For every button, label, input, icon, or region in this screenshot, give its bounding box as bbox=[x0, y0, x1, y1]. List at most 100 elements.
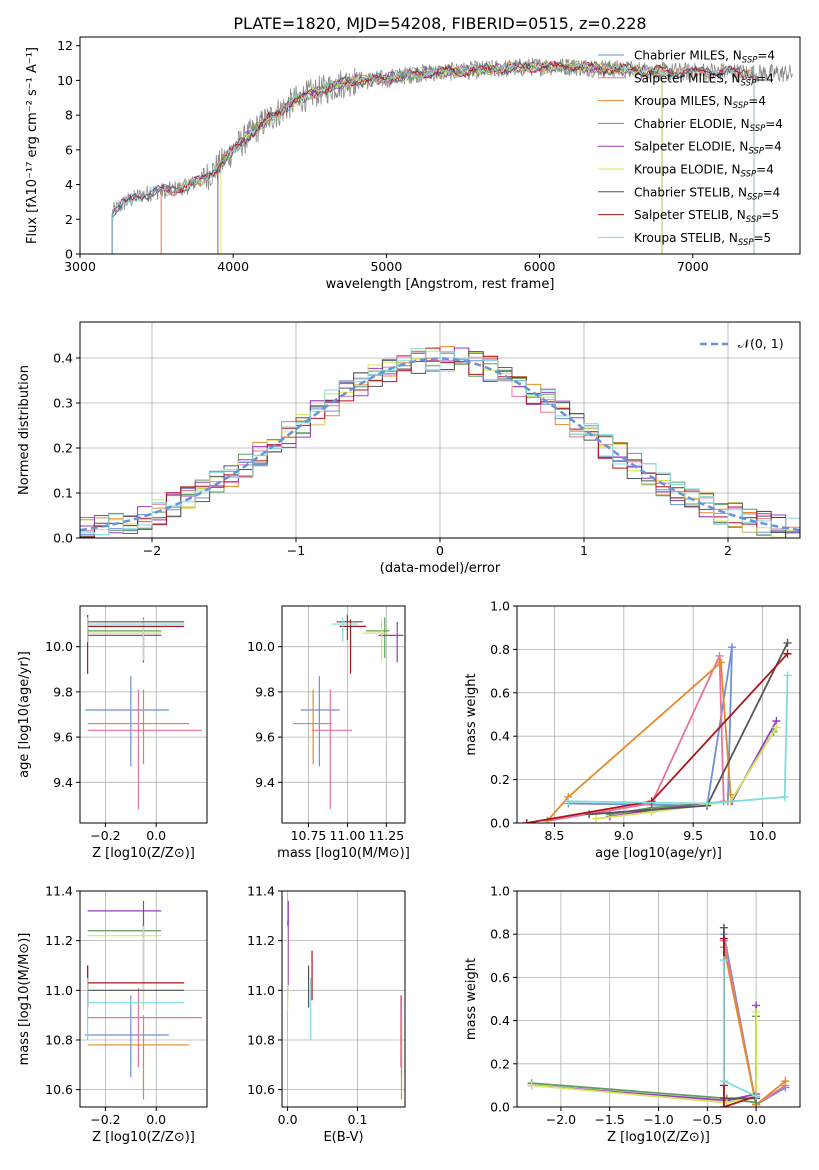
x-tick-label: 0.0 bbox=[146, 828, 166, 843]
y-axis-label: mass weight bbox=[464, 958, 479, 1040]
legend-label: Kroupa MILES, NSSP=4 bbox=[634, 94, 766, 111]
chart-weight-vs-age: 8.5 9.0 9.5 10.0 0.0 0.2 0.4 0.6 0.8 1.0 age [log1… bbox=[464, 599, 801, 861]
weight-marker bbox=[715, 651, 724, 660]
weight-marker bbox=[783, 671, 792, 680]
x-tick-label: 0.0 bbox=[146, 1112, 166, 1127]
x-tick-label: −0.2 bbox=[90, 828, 120, 843]
y-tick-label: 0.4 bbox=[490, 1013, 510, 1028]
y-tick-label: 0.2 bbox=[53, 441, 73, 456]
x-axis-label: wavelength [Angstrom, rest frame] bbox=[326, 277, 555, 292]
weight-marker bbox=[719, 1103, 728, 1107]
y-tick-label: 10.6 bbox=[247, 1082, 275, 1097]
x-tick-label: 0.0 bbox=[746, 1112, 766, 1127]
weight-marker bbox=[527, 1081, 536, 1090]
chart-mass-vs-ebv: 0.0 0.1 10.6 10.8 11.0 11.2 11.4 E(B-V) bbox=[247, 884, 406, 1145]
normal-curve bbox=[80, 357, 800, 532]
y-tick-label: 0.0 bbox=[490, 1100, 510, 1115]
y-axis-label: mass weight bbox=[464, 673, 479, 755]
y-tick-label: 11.2 bbox=[247, 933, 275, 948]
weight-marker bbox=[522, 819, 531, 823]
x-tick-label: 5000 bbox=[370, 259, 402, 274]
weight-line bbox=[546, 660, 732, 822]
plot-area bbox=[527, 923, 790, 1107]
x-tick-label: 11.00 bbox=[329, 828, 365, 843]
plot-area bbox=[286, 900, 403, 1100]
axes-frame bbox=[79, 890, 208, 1108]
y-tick-label: 0.2 bbox=[490, 772, 510, 787]
x-tick-label: 7000 bbox=[677, 259, 709, 274]
weight-marker bbox=[719, 923, 728, 932]
legend-label: Chabrier STELIB, NSSP=4 bbox=[634, 185, 780, 202]
weight-marker bbox=[719, 1077, 728, 1086]
legend-label: Kroupa STELIB, NSSP=5 bbox=[634, 231, 771, 248]
y-tick-label: 0.4 bbox=[53, 351, 73, 366]
legend-label: Kroupa ELODIE, NSSP=4 bbox=[634, 163, 774, 180]
x-axis-label: age [log10(age/yr)] bbox=[595, 846, 722, 861]
x-axis-label: Z [log10(Z/Z⊙)] bbox=[92, 846, 195, 861]
x-tick-label: −1.5 bbox=[595, 1112, 625, 1127]
weight-marker bbox=[716, 658, 725, 667]
figure-title: PLATE=1820, MJD=54208, FIBERID=0515, z=0… bbox=[233, 14, 646, 33]
y-tick-label: 0.4 bbox=[490, 729, 510, 744]
y-tick-label: 0.0 bbox=[53, 531, 73, 546]
x-tick-label: 9.5 bbox=[683, 828, 703, 843]
x-tick-label: 0.0 bbox=[278, 1112, 298, 1127]
y-tick-label: 0 bbox=[65, 247, 73, 262]
weight-marker bbox=[783, 649, 792, 658]
x-tick-label: −2.0 bbox=[546, 1112, 576, 1127]
y-tick-label: 0.8 bbox=[490, 927, 510, 942]
weight-marker bbox=[703, 799, 712, 808]
y-tick-label: 0.6 bbox=[490, 970, 510, 985]
y-tick-label: 10.0 bbox=[45, 639, 73, 654]
y-tick-label: 4 bbox=[65, 177, 73, 192]
weight-marker bbox=[719, 934, 728, 943]
y-tick-label: 0.8 bbox=[490, 642, 510, 657]
weight-marker bbox=[781, 1077, 790, 1086]
y-tick-label: 9.4 bbox=[53, 775, 73, 790]
x-axis-label: E(B-V) bbox=[323, 1130, 363, 1145]
legend-label: Salpeter ELODIE, NSSP=4 bbox=[634, 140, 782, 157]
chart-spectrum: Chabrier MILES, NSSP=4 Salpeter MILES, NS… bbox=[25, 36, 801, 292]
legend-label-normal: 𝒩(0, 1) bbox=[738, 336, 784, 351]
y-tick-label: 9.8 bbox=[255, 684, 275, 699]
weight-marker bbox=[780, 792, 789, 801]
y-tick-label: 10.6 bbox=[45, 1082, 73, 1097]
plot-area bbox=[85, 900, 202, 1100]
weight-line bbox=[609, 720, 778, 818]
y-tick-label: 10 bbox=[57, 73, 73, 88]
chart-age-vs-metallicity: −0.2 0.0 9.4 9.6 9.8 10.0 Z [log10(Z/Z⊙)] age [… bbox=[17, 605, 208, 861]
y-tick-label: 1.0 bbox=[490, 599, 510, 614]
y-tick-label: 0.6 bbox=[490, 685, 510, 700]
x-tick-label: 8.5 bbox=[545, 828, 565, 843]
plot-area bbox=[85, 615, 202, 810]
plot-area bbox=[522, 638, 792, 823]
x-tick-label: −0.2 bbox=[90, 1112, 120, 1127]
axes-frame bbox=[281, 605, 406, 824]
y-tick-label: 11.4 bbox=[247, 884, 275, 899]
plot-area bbox=[292, 615, 404, 810]
chart-mass-vs-metallicity: −0.2 0.0 10.6 10.8 11.0 11.2 11.4 Z [log10(Z/Z⊙… bbox=[17, 884, 208, 1145]
y-axis-label: Normed distribution bbox=[17, 365, 32, 495]
y-tick-label: 11.4 bbox=[45, 884, 73, 899]
weight-marker bbox=[772, 723, 781, 732]
y-tick-label: 0.3 bbox=[53, 396, 73, 411]
x-tick-label: 0 bbox=[436, 543, 444, 558]
x-tick-label: 2 bbox=[724, 543, 732, 558]
residual-histogram-step bbox=[80, 348, 800, 536]
y-tick-label: 10.0 bbox=[247, 639, 275, 654]
plot-area bbox=[111, 57, 793, 254]
y-tick-label: 11.2 bbox=[45, 933, 73, 948]
x-tick-label: 11.25 bbox=[368, 828, 404, 843]
y-tick-label: 2 bbox=[65, 212, 73, 227]
plot-area bbox=[80, 346, 800, 538]
y-tick-label: 9.8 bbox=[53, 684, 73, 699]
weight-marker bbox=[543, 816, 552, 823]
x-tick-label: 1 bbox=[580, 543, 588, 558]
x-axis-label: (data-model)/error bbox=[380, 561, 501, 576]
legend-label: Chabrier ELODIE, NSSP=4 bbox=[634, 117, 783, 134]
x-tick-label: −1.0 bbox=[643, 1112, 673, 1127]
y-tick-label: 11.0 bbox=[45, 983, 73, 998]
weight-marker bbox=[728, 643, 737, 652]
chart-weight-vs-metallicity: −2.0 −1.5 −1.0 −0.5 0.0 0.0 0.2 0.4 0.6 0.8 1.0 Z [… bbox=[464, 884, 801, 1145]
